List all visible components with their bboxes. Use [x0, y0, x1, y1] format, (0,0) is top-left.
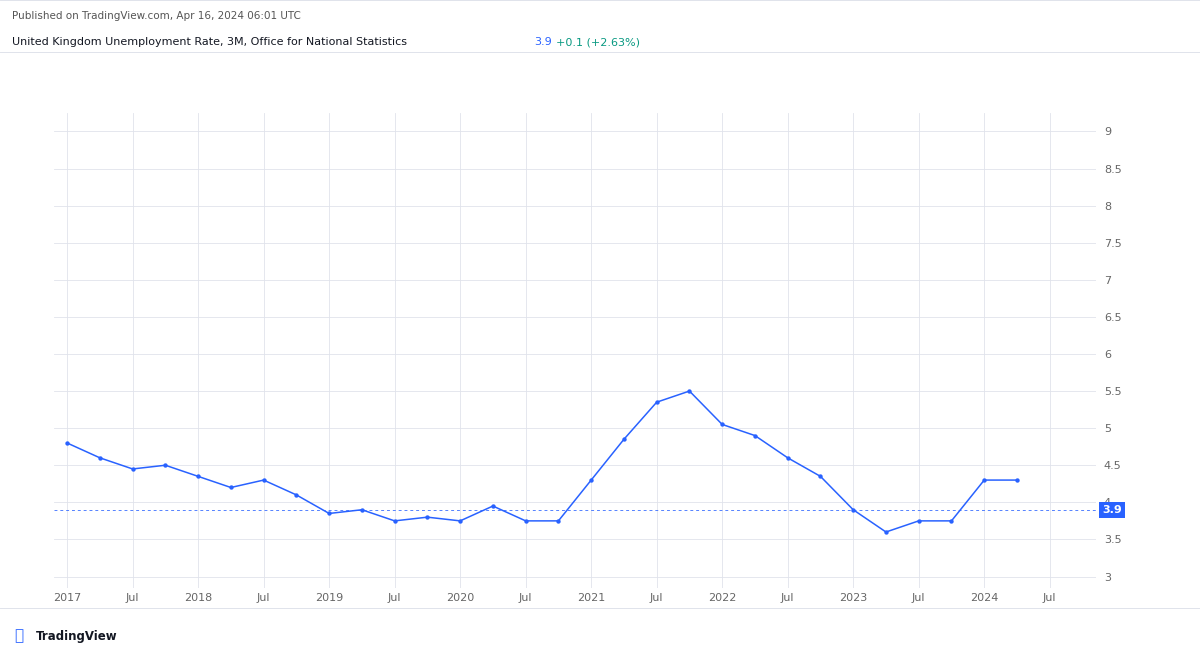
Point: [614, 434, 634, 445]
Point: [942, 515, 961, 526]
Point: [1007, 475, 1026, 485]
Point: [974, 475, 994, 485]
Point: [90, 452, 109, 463]
Text: 3.9: 3.9: [534, 37, 552, 47]
Point: [582, 475, 601, 485]
Point: [680, 386, 700, 396]
Point: [319, 508, 338, 519]
Point: [484, 501, 503, 511]
Text: Published on TradingView.com, Apr 16, 2024 06:01 UTC: Published on TradingView.com, Apr 16, 20…: [12, 11, 301, 21]
Point: [124, 463, 143, 474]
Point: [811, 471, 830, 481]
Point: [221, 482, 240, 493]
Text: 3.9: 3.9: [1103, 505, 1122, 515]
Text: ⧉: ⧉: [14, 629, 24, 643]
Point: [254, 475, 274, 485]
Point: [647, 397, 666, 408]
Point: [58, 438, 77, 448]
Point: [548, 515, 568, 526]
Point: [844, 505, 863, 515]
Text: TradingView: TradingView: [36, 629, 118, 643]
Point: [156, 460, 175, 471]
Point: [418, 512, 437, 523]
Point: [353, 505, 372, 515]
Point: [910, 515, 929, 526]
Text: United Kingdom Unemployment Rate, 3M, Office for National Statistics: United Kingdom Unemployment Rate, 3M, Of…: [12, 37, 407, 47]
Point: [450, 515, 469, 526]
Point: [745, 430, 764, 441]
Point: [516, 515, 535, 526]
Point: [287, 489, 306, 500]
Point: [188, 471, 208, 481]
Point: [778, 452, 797, 463]
Text: +0.1 (+2.63%): +0.1 (+2.63%): [556, 37, 640, 47]
Point: [385, 515, 404, 526]
Point: [713, 419, 732, 430]
Point: [876, 527, 895, 537]
